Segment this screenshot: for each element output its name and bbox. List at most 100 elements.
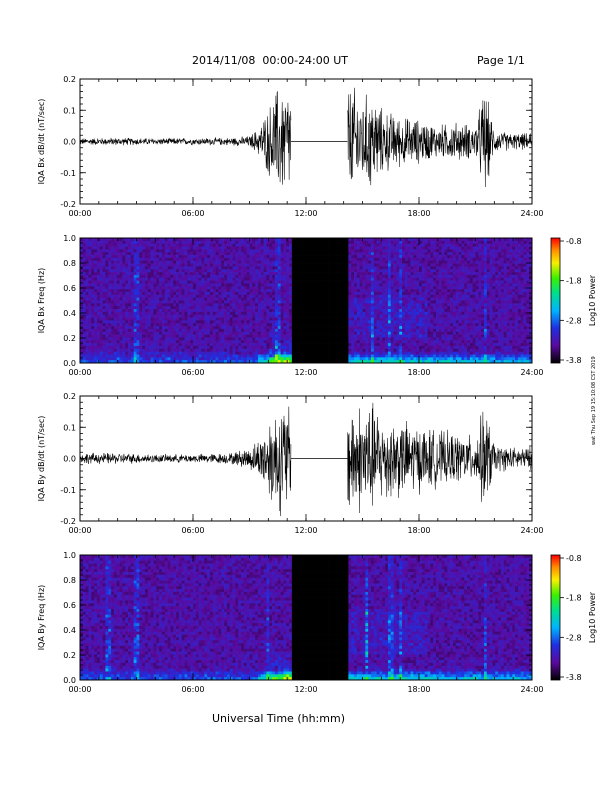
panel-2-heat-cell xyxy=(184,257,188,262)
panel-2-heat-cell xyxy=(102,294,106,299)
panel-2-heat-cell xyxy=(238,300,242,304)
panel-2-heat-cell xyxy=(257,331,262,335)
panel-2-heat-cell xyxy=(246,238,250,242)
panel-2-heat-cell xyxy=(272,272,276,276)
panel-2-heat-cell xyxy=(207,328,211,333)
panel-2-heat-cell xyxy=(263,340,267,344)
panel-2-heat-cell xyxy=(147,320,151,324)
panel-2-heat-cell xyxy=(308,255,313,259)
panel-2-heat-cell xyxy=(382,289,386,293)
panel-2-heat-cell xyxy=(164,274,168,279)
panel-2-heat-cell xyxy=(272,334,276,338)
panel-2-heat-cell xyxy=(96,272,101,276)
panel-2-heat-cell xyxy=(116,266,120,270)
panel-2-heat-cell xyxy=(385,255,389,259)
panel-2-heat-cell xyxy=(356,323,361,327)
panel-2-heat-cell xyxy=(130,249,135,253)
panel-2-heat-cell xyxy=(102,291,106,296)
panel-2-heat-cell xyxy=(362,246,366,250)
panel-2-heat-cell xyxy=(125,320,129,324)
panel-2-heat-cell xyxy=(252,354,256,358)
panel-2-heat-cell xyxy=(263,306,267,310)
panel-2-heat-cell xyxy=(113,328,118,333)
panel-2-heat-cell xyxy=(269,294,273,299)
panel-2-heat-cell xyxy=(294,291,298,296)
panel-2-heat-cell xyxy=(314,311,318,316)
panel-2-heat-cell xyxy=(193,357,197,361)
panel-2-heat-cell xyxy=(130,246,135,250)
panel-2-heat-cell xyxy=(308,266,313,270)
panel-2-heat-cell xyxy=(144,300,149,304)
panel-2-heat-cell xyxy=(280,309,284,313)
panel-2-heat-cell xyxy=(193,274,197,279)
panel-2-heat-cell xyxy=(85,309,89,313)
panel-2-heat-cell xyxy=(337,317,341,321)
panel-2-heat-cell xyxy=(128,249,132,253)
panel-2-heat-cell xyxy=(246,348,250,352)
panel-2-heat-cell xyxy=(289,331,293,335)
panel-2-heat-cell xyxy=(212,297,216,301)
panel-2-heat-cell xyxy=(113,348,118,352)
panel-2-heat-cell xyxy=(150,326,154,330)
panel-2-heat-cell xyxy=(88,277,92,281)
panel-2-heat-cell xyxy=(164,345,168,350)
panel-2-heat-cell xyxy=(286,323,290,327)
panel-2-heat-cell xyxy=(198,348,202,352)
panel-2-heat-cell xyxy=(190,354,194,358)
panel-2-heat-cell xyxy=(246,294,250,299)
panel-2-heat-cell xyxy=(328,334,332,338)
panel-2-heat-cell xyxy=(308,351,313,355)
panel-2-heat-cell xyxy=(184,348,188,352)
panel-2-heat-cell xyxy=(303,269,307,273)
panel-2-heat-cell xyxy=(232,266,236,270)
panel-2-heat-cell xyxy=(96,345,101,350)
panel-2-heat-cell xyxy=(314,246,318,250)
panel-2-heat-cell xyxy=(209,326,214,330)
panel-2-heat-cell xyxy=(85,343,89,347)
panel-2-heat-cell xyxy=(235,314,239,318)
panel-2-heat-cell xyxy=(308,269,313,273)
panel-2-heat-cell xyxy=(345,311,349,316)
panel-2-heat-cell xyxy=(376,297,380,301)
panel-2-heat-cell xyxy=(170,320,174,324)
panel-2-heat-cell xyxy=(229,291,233,296)
panel-2-heat-cell xyxy=(224,337,228,341)
panel-2-heat-cell xyxy=(167,351,171,355)
panel-2-heat-cell xyxy=(345,246,349,250)
panel-2-heat-cell xyxy=(144,280,149,284)
panel-2-heat-cell xyxy=(215,303,219,307)
panel-2-heat-cell xyxy=(207,323,211,327)
panel-2-heat-cell xyxy=(354,294,358,299)
panel-2-heat-cell xyxy=(342,280,346,284)
panel-2-heat-cell xyxy=(243,328,248,333)
panel-2-heat-cell xyxy=(260,238,264,242)
panel-2-heat-cell xyxy=(119,345,123,350)
panel-2-heat-cell xyxy=(164,337,168,341)
panel-2-heat-cell xyxy=(142,269,146,273)
panel-2-heat-cell xyxy=(368,294,372,299)
panel-2-heat-cell xyxy=(232,354,236,358)
panel-2-heat-cell xyxy=(82,291,87,296)
panel-2-heat-cell xyxy=(190,317,194,321)
panel-2-heat-cell xyxy=(130,340,135,344)
panel-2-heat-cell xyxy=(153,303,157,307)
panel-2-heat-cell xyxy=(232,345,236,350)
panel-2-heat-cell xyxy=(161,263,166,267)
panel-2-heat-cell xyxy=(337,360,341,364)
panel-2-heat-cell xyxy=(142,311,146,316)
panel-2-heat-cell xyxy=(390,277,394,281)
panel-2-heat-cell xyxy=(387,277,392,281)
panel-2-heat-cell xyxy=(266,280,270,284)
panel-2-heat-cell xyxy=(320,323,324,327)
panel-2-heat-cell xyxy=(190,269,194,273)
panel-2-heat-cell xyxy=(159,252,163,256)
panel-2-heat-cell xyxy=(255,255,259,259)
panel-2-heat-cell xyxy=(173,303,177,307)
panel-2-heat-cell xyxy=(80,328,84,333)
panel-2-heat-cell xyxy=(359,297,363,301)
panel-2-heat-cell xyxy=(224,303,228,307)
panel-2-heat-cell xyxy=(297,314,301,318)
panel-2-heat-cell xyxy=(226,340,231,344)
panel-2-heat-cell xyxy=(337,351,341,355)
panel-2-heat-cell xyxy=(272,294,276,299)
